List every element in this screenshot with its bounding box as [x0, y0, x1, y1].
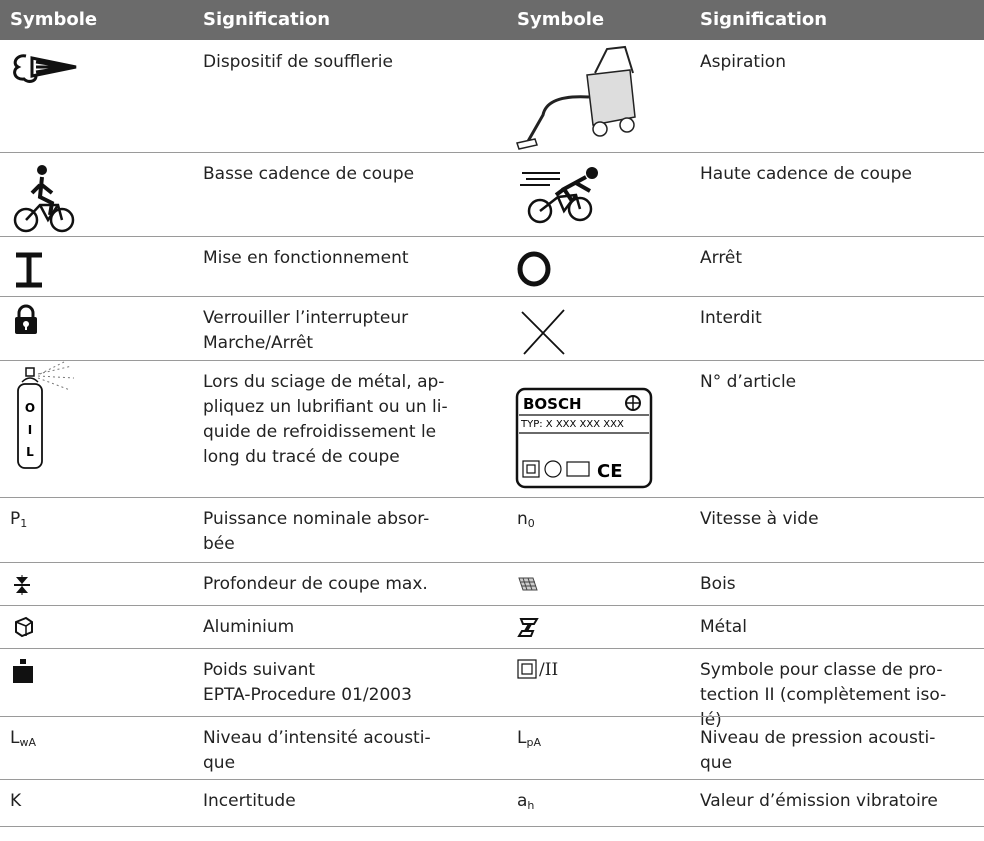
row-separator	[0, 648, 984, 649]
forbidden-icon	[521, 309, 565, 355]
header-cell: Symbole	[517, 9, 605, 30]
meaning-line: Valeur d’émission vibratoire	[700, 791, 938, 811]
row-separator	[0, 716, 984, 717]
symbol-text: /II	[539, 660, 559, 680]
row-separator	[0, 360, 984, 361]
symbol-subscript: wA	[19, 736, 37, 749]
symbol-text: L	[10, 728, 20, 748]
meaning-line: quide de refroidissement le	[203, 422, 437, 442]
off-icon	[517, 251, 551, 287]
symbol-text: K	[10, 791, 22, 811]
symbol: ah	[517, 789, 534, 818]
meaning-line: Bois	[700, 574, 736, 594]
meaning-line: pliquez un lubrifiant ou un li-	[203, 397, 448, 417]
meaning-line: Niveau d’intensité acousti-	[203, 728, 431, 748]
symbol: K	[10, 789, 21, 814]
symbol-text: n	[517, 509, 528, 529]
meaning-line: Niveau de pression acousti-	[700, 728, 936, 748]
header-cell: Signification	[700, 9, 828, 30]
icon-text: O	[25, 401, 35, 415]
row-separator	[0, 779, 984, 780]
symbol-subscript: 1	[20, 517, 28, 530]
meaning-line: Arrêt	[700, 248, 743, 268]
aluminium-icon	[15, 616, 33, 638]
symbol: n0	[517, 507, 535, 536]
row-separator	[0, 605, 984, 606]
wood-icon	[518, 577, 538, 591]
weight-icon	[13, 659, 33, 683]
oil-icon: O I L	[17, 361, 75, 469]
icon-text: BOSCH	[523, 395, 582, 413]
meaning-line: Verrouiller l’interrupteur	[203, 308, 409, 328]
row-separator	[0, 826, 984, 827]
symbol-subscript: h	[527, 799, 535, 812]
icon-text: I	[28, 423, 32, 437]
blower-icon	[13, 54, 77, 83]
symbol-text: a	[517, 791, 528, 811]
row-separator	[0, 236, 984, 237]
meaning-line: Poids suivant	[203, 660, 316, 680]
meaning-line: tection II (complètement iso-	[700, 685, 947, 705]
symbol-text: L	[517, 728, 527, 748]
meaning-line: Puissance nominale absor-	[203, 509, 430, 529]
meaning-line: Dispositif de soufflerie	[203, 52, 393, 72]
row-separator	[0, 152, 984, 153]
header-cell: Symbole	[10, 9, 98, 30]
meaning-line: Aspiration	[700, 52, 786, 72]
meaning-line: Basse cadence de coupe	[203, 164, 415, 184]
icon-text: L	[26, 445, 34, 459]
meaning-line: Incertitude	[203, 791, 296, 811]
slow-cadence-icon	[13, 165, 75, 233]
header-cell: Signification	[203, 9, 331, 30]
meaning-line: lé)	[700, 710, 722, 730]
symbol-text: P	[10, 509, 21, 529]
icon-text: CE	[597, 461, 623, 482]
vacuum-icon	[516, 45, 636, 150]
symbol-subscript: 0	[527, 517, 535, 530]
symbol: LpA	[517, 726, 541, 755]
fast-cadence-icon	[520, 167, 598, 224]
meaning-line: N° d’article	[700, 372, 797, 392]
symbol: P1	[10, 507, 27, 536]
depth-icon	[14, 575, 30, 595]
meaning-line: EPTA-Procedure 01/2003	[203, 685, 412, 705]
meaning-line: long du tracé de coupe	[203, 447, 400, 467]
meaning-line: Vitesse à vide	[700, 509, 819, 529]
meaning-line: bée	[203, 534, 235, 554]
row-separator	[0, 562, 984, 563]
meaning-line: Aluminium	[203, 617, 295, 637]
on-icon	[16, 252, 42, 288]
meaning-line: Haute cadence de coupe	[700, 164, 912, 184]
row-separator	[0, 296, 984, 297]
meaning-line: que	[700, 753, 733, 773]
meaning-line: Symbole pour classe de pro-	[700, 660, 943, 680]
symbol: LwA	[10, 726, 36, 755]
symbol-subscript: pA	[526, 736, 541, 749]
table-header: Symbole Signification Symbole Significat…	[0, 0, 984, 40]
rating-plate-icon: BOSCH TYP: X XXX XXX XXX CE	[515, 387, 653, 489]
symbol: /II	[539, 658, 558, 683]
meaning-line: Marche/Arrêt	[203, 333, 314, 353]
icon-text: TYP: X XXX XXX XXX	[520, 419, 624, 430]
meaning-line: Mise en fonctionnement	[203, 248, 409, 268]
class-ii-icon	[517, 659, 537, 679]
meaning-line: Interdit	[700, 308, 762, 328]
meaning-line: Lors du sciage de métal, ap-	[203, 372, 445, 392]
lock-icon	[15, 304, 37, 334]
meaning-line: que	[203, 753, 236, 773]
row-separator	[0, 497, 984, 498]
metal-icon	[517, 618, 539, 637]
meaning-line: Métal	[700, 617, 747, 637]
meaning-line: Profondeur de coupe max.	[203, 574, 428, 594]
